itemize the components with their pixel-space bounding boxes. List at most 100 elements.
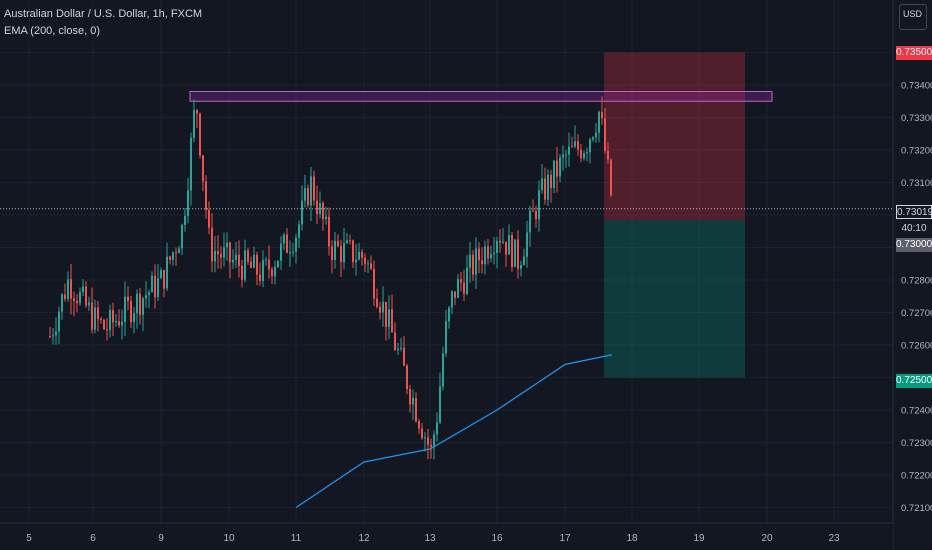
candle-body [232,259,234,263]
candle-body [214,250,216,262]
bar-countdown: 40:10 [896,222,932,236]
take-profit-zone [604,220,745,378]
candle-body [460,279,462,283]
candle-body [586,152,588,154]
currency-button[interactable]: USD [899,4,927,30]
indicator-legend[interactable]: EMA (200, close, 0) [4,25,100,37]
candle-body [226,242,228,248]
price-tick-label: 0.72800 [901,276,932,287]
candle-body [553,160,555,188]
candle-body [538,190,540,220]
candle-body [250,261,252,268]
candle-body [424,437,426,439]
candle-body [184,215,186,225]
candle-body [550,174,552,188]
candle-body [295,237,297,252]
candle-body [298,224,300,238]
price-axis-panel[interactable] [893,0,932,550]
current-price-tag: 0.73019 [896,205,932,219]
ema-line [295,354,613,508]
candle-body [166,256,168,289]
candle-body [523,256,525,266]
candle-body [400,347,402,349]
target-price-tag: 0.72500 [896,374,932,388]
candle-body [265,259,267,261]
candle-body [118,321,120,326]
time-tick-label: 16 [491,533,503,544]
candle-body [88,302,90,306]
candle-body [457,279,459,298]
candle-body [526,232,528,257]
candle-body [571,146,573,148]
candle-body [172,252,174,260]
candle-body [247,250,249,262]
candle-body [445,321,447,354]
time-tick-label: 17 [559,533,571,544]
candle-body [175,252,177,254]
trade-drawings[interactable] [189,52,773,378]
candle-body [361,251,363,258]
candle-body [370,263,372,269]
candle-body [451,291,453,308]
candle-body [511,235,513,267]
candle-body [556,160,558,177]
candle-body [418,421,420,429]
candle-body [292,251,294,253]
candle-body [529,210,531,233]
price-tick-label: 0.72400 [901,406,932,417]
candle-body [577,141,579,150]
candle-body [349,240,351,242]
candle-body [508,235,510,255]
candle-body [565,154,567,156]
candle-body [199,113,201,156]
candle-body [229,242,231,263]
candle-body [427,437,429,445]
candle-body [391,309,393,333]
candle-body [139,293,141,315]
candle-body [412,398,414,405]
candle-body [262,260,264,281]
candle-body [406,365,408,390]
symbol-title[interactable]: Australian Dollar / U.S. Dollar, 1h, FXC… [4,8,203,20]
candle-body [505,241,507,255]
candle-body [94,307,96,330]
candle-body [124,296,126,322]
candle-body [76,300,78,304]
grid [0,0,893,523]
time-tick-label: 23 [828,533,840,544]
candle-body [79,292,81,304]
candle-body [187,190,189,216]
candle-body [133,313,135,323]
candle-body [364,257,366,264]
candle-body [541,178,543,191]
candle-body [70,279,72,299]
candles [49,96,612,460]
price-tick-label: 0.73200 [901,146,932,157]
candle-body [433,434,435,447]
candle-body [169,256,171,260]
candle-body [97,307,99,320]
candle-body [280,243,282,261]
candle-body [448,307,450,322]
candle-body [157,278,159,298]
candle-body [271,269,273,277]
candle-body [109,309,111,331]
candle-body [547,174,549,200]
time-tick-label: 20 [761,533,773,544]
candle-body [532,210,534,212]
candle-body [67,279,69,299]
price-tick-label: 0.72700 [901,308,932,319]
candle-body [409,389,411,405]
candle-body [64,294,66,299]
candle-body [379,306,381,313]
candle-body [322,203,324,220]
time-axis-panel[interactable] [0,523,893,550]
candle-body [154,275,156,298]
candle-body [583,153,585,159]
candle-body [91,302,93,330]
candle-body [85,286,87,306]
candle-body [181,224,183,249]
candle-body [328,216,330,247]
